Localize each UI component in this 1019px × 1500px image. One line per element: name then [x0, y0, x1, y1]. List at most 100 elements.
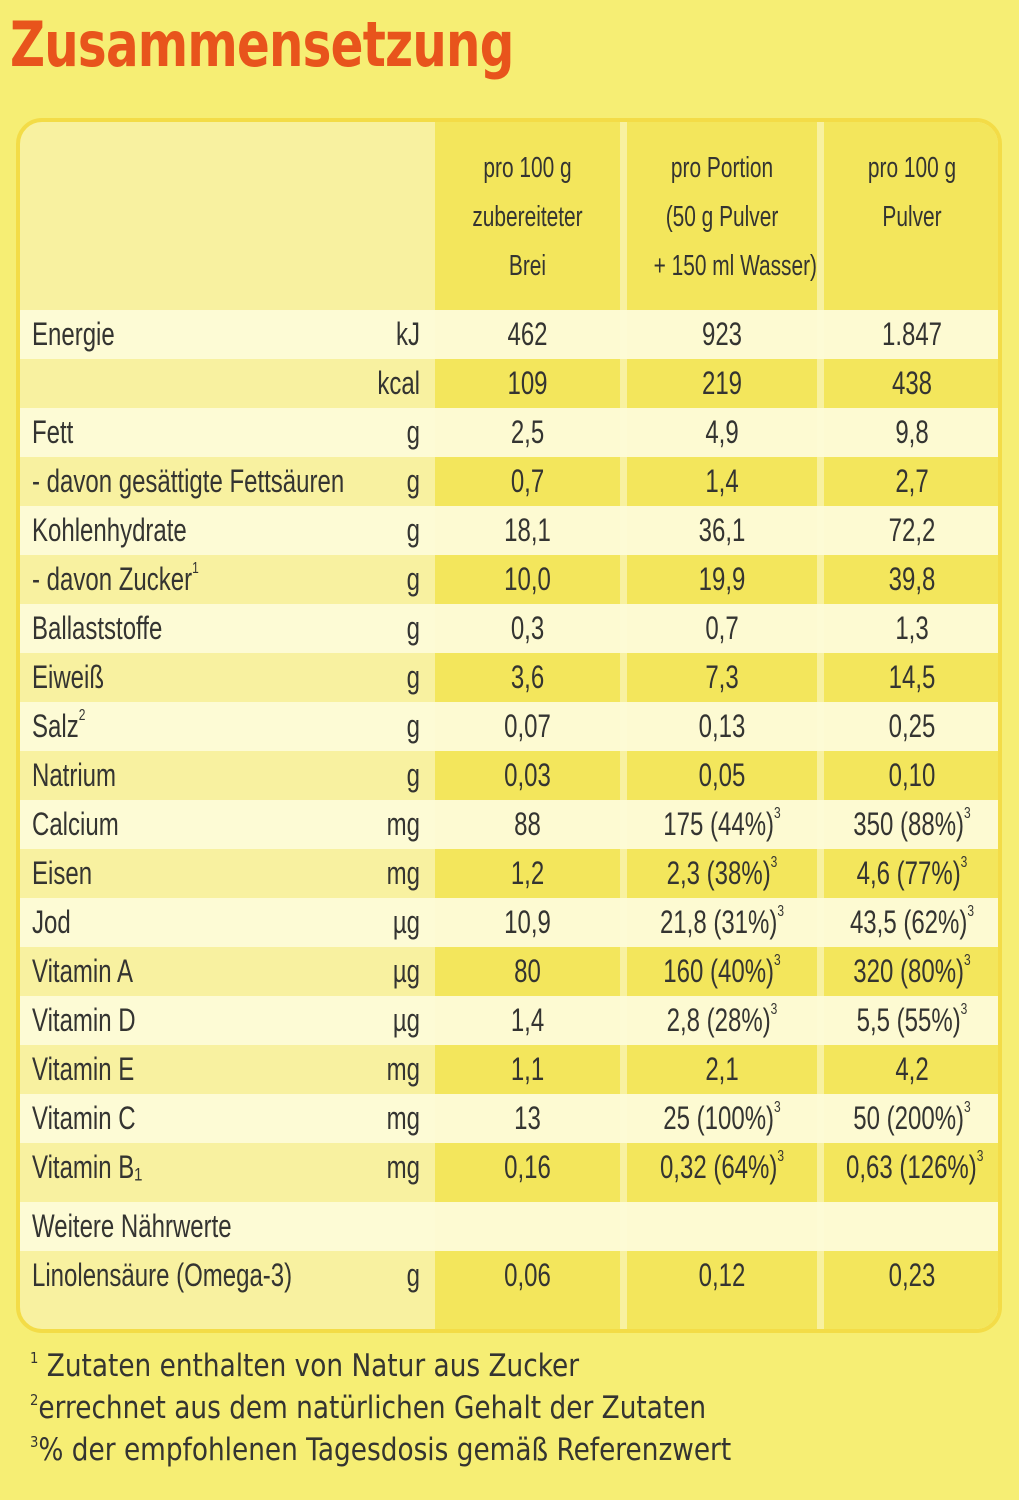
value-per-portion: 2,8 (28%)3: [666, 1001, 778, 1039]
nutrient-unit: µg: [392, 953, 420, 989]
table-row: - davon gesättigte Fettsäuren g 0,7 1,4 2,7: [20, 457, 998, 506]
nutrient-unit: g: [406, 610, 420, 646]
value-per-100g-prepared: 1,4: [510, 1002, 545, 1038]
nutrient-label: Vitamin B₁: [32, 1149, 143, 1185]
value-per-portion: 0,05: [698, 757, 746, 793]
column-header-per-100g-powder: pro 100 g Pulver: [867, 152, 957, 233]
value-per-portion: 36,1: [698, 512, 746, 548]
value-per-portion: [651, 1202, 794, 1251]
footnote-3: 3% der empfohlenen Tagesdosis gemäß Refe…: [30, 1432, 732, 1468]
column-header-per-portion: pro Portion (50 g Pulver + 150 ml Wasser): [653, 152, 818, 282]
value-per-100g-prepared: 2,5: [510, 414, 545, 450]
value-per-100g-prepared: 18,1: [504, 512, 551, 548]
value-per-portion: 0,13: [698, 708, 746, 744]
value-per-100g-prepared: 88: [514, 806, 541, 842]
table-row: Salz2 g 0,07 0,13 0,25: [20, 702, 998, 751]
value-per-100g-powder: 0,23: [888, 1257, 936, 1293]
value-per-portion: 1,4: [705, 463, 739, 499]
table-row: Kohlenhydrate g 18,1 36,1 72,2: [20, 506, 998, 555]
nutrient-label: Vitamin E: [32, 1051, 135, 1087]
value-per-100g-prepared: 0,06: [504, 1257, 551, 1293]
nutrient-label: Natrium: [32, 757, 117, 793]
footnote-2: 2errechnet aus dem natürlichen Gehalt de…: [30, 1390, 707, 1426]
nutrient-label: Fett: [32, 414, 74, 450]
nutrient-unit: mg: [386, 855, 420, 891]
nutrient-label: Vitamin A: [32, 953, 133, 989]
table-row: Vitamin D µg 1,4 2,8 (28%)3 5,5 (55%)3: [20, 996, 998, 1045]
value-per-portion: 2,1: [705, 1051, 739, 1087]
nutrient-unit: mg: [386, 806, 420, 842]
value-per-100g-powder: 5,5 (55%)3: [856, 1001, 968, 1039]
value-per-100g-prepared: 10,9: [504, 904, 551, 940]
table-row: Vitamin A µg 80 160 (40%)3 320 (80%)3: [20, 947, 998, 996]
table-row: Weitere Nährwerte: [20, 1202, 998, 1251]
value-per-100g-powder: 2,7: [895, 463, 929, 499]
value-per-portion: 175 (44%)3: [663, 805, 781, 843]
value-per-100g-powder: 72,2: [888, 512, 936, 548]
nutrient-unit: g: [406, 414, 420, 450]
value-per-100g-prepared: 3,6: [510, 659, 545, 695]
value-per-100g-prepared: [458, 1202, 597, 1251]
table-row: Vitamin C mg 13 25 (100%)3 50 (200%)3: [20, 1094, 998, 1143]
value-per-100g-prepared: 0,3: [510, 610, 545, 646]
value-per-100g-powder: 320 (80%)3: [853, 952, 971, 990]
table-row: - davon Zucker1 g 10,0 19,9 39,8: [20, 555, 998, 604]
value-per-portion: 21,8 (31%)3: [659, 903, 785, 941]
nutrient-label: Eiweiß: [32, 659, 105, 695]
value-per-100g-prepared: 0,07: [504, 708, 551, 744]
nutrient-unit: µg: [392, 1002, 420, 1038]
value-per-100g-powder: 43,5 (62%)3: [849, 903, 975, 941]
table-row: Eiweiß g 3,6 7,3 14,5: [20, 653, 998, 702]
footnotes: 1 Zutaten enthalten von Natur aus Zucker…: [30, 1345, 731, 1471]
value-per-portion: 160 (40%)3: [663, 952, 781, 990]
value-per-100g-prepared: 109: [507, 365, 548, 401]
value-per-100g-powder: 4,2: [895, 1051, 929, 1087]
nutrient-unit: g: [406, 463, 420, 499]
table-row: kcal 109 219 438: [20, 359, 998, 408]
column-header-per-100g-prepared: pro 100 g zubereiteter Brei: [472, 152, 583, 282]
nutrient-unit: g: [406, 1257, 420, 1293]
nutrient-label: Linolensäure (Omega-3): [32, 1257, 293, 1293]
nutrient-label: Jod: [32, 904, 71, 940]
nutrient-label: Calcium: [32, 806, 119, 842]
nutrient-label: Eisen: [32, 855, 93, 891]
value-per-portion: 923: [701, 316, 743, 352]
table-row: Vitamin B₁ mg 0,16 0,32 (64%)3 0,63 (126%)3: [20, 1143, 998, 1192]
nutrient-label: Energie: [32, 316, 115, 352]
nutrient-label: Weitere Nährwerte: [32, 1208, 232, 1244]
value-per-100g-prepared: 80: [514, 953, 541, 989]
value-per-100g-powder: [846, 1202, 978, 1251]
value-per-100g-prepared: 1,1: [510, 1051, 545, 1087]
value-per-100g-prepared: 0,03: [504, 757, 551, 793]
nutrient-label: Ballaststoffe: [32, 610, 163, 646]
table-row: Vitamin E mg 1,1 2,1 4,2: [20, 1045, 998, 1094]
table-row: Calcium mg 88 175 (44%)3 350 (88%)3: [20, 800, 998, 849]
value-per-portion: 2,3 (38%)3: [666, 854, 778, 892]
table-row: Linolensäure (Omega-3) g 0,06 0,12 0,23: [20, 1251, 998, 1300]
value-per-100g-prepared: 0,7: [510, 463, 545, 499]
table-row: Natrium g 0,03 0,05 0,10: [20, 751, 998, 800]
value-per-100g-prepared: 1,2: [510, 855, 545, 891]
value-per-100g-powder: 1.847: [881, 316, 943, 352]
nutrient-unit: g: [406, 708, 420, 744]
nutrient-unit: µg: [392, 904, 420, 940]
nutrient-unit: g: [406, 757, 420, 793]
value-per-100g-prepared: 13: [514, 1100, 541, 1136]
table-row: Fett g 2,5 4,9 9,8: [20, 408, 998, 457]
nutrient-unit: mg: [386, 1149, 420, 1185]
nutrient-label: Vitamin D: [32, 1002, 136, 1038]
value-per-100g-powder: 438: [891, 365, 933, 401]
value-per-portion: 0,32 (64%)3: [659, 1148, 785, 1186]
table-row: Eisen mg 1,2 2,3 (38%)3 4,6 (77%)3: [20, 849, 998, 898]
page-title: Zusammensetzung: [10, 8, 514, 81]
nutrient-unit: kJ: [396, 316, 420, 352]
nutrient-label: - davon Zucker1: [32, 560, 199, 598]
nutrient-unit: [345, 1202, 420, 1251]
nutrient-unit: g: [406, 659, 420, 695]
value-per-portion: 0,12: [698, 1257, 746, 1293]
value-per-100g-powder: 9,8: [895, 414, 929, 450]
table-row: Energie kJ 462 923 1.847: [20, 310, 998, 359]
value-per-100g-powder: 14,5: [888, 659, 936, 695]
value-per-100g-powder: 0,63 (126%)3: [846, 1148, 984, 1186]
nutrient-label: Kohlenhydrate: [32, 512, 187, 548]
